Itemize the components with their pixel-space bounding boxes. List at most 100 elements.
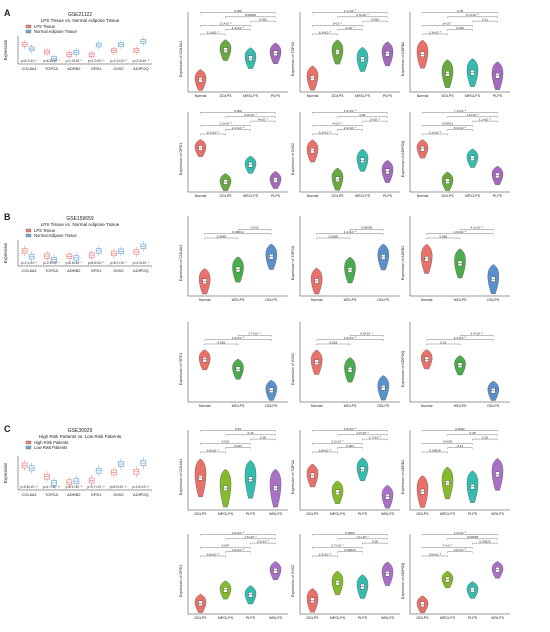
dataset-title-B: GSE159659 — [66, 216, 93, 222]
significance-bracket — [472, 20, 498, 23]
significance-bracket — [447, 29, 473, 31]
violin-chart: Expression of ADIPOQ DDLPS MRCLPS PLPS WDLPS… — [401, 531, 510, 620]
significance-bracket — [447, 551, 473, 553]
bracket-pvalue: 6.5×10⁻⁴ — [207, 448, 220, 452]
x-tick-label: COL6A1 — [21, 492, 37, 497]
x-tick-label: DDLPS — [332, 194, 345, 198]
legend-swatch — [25, 233, 32, 238]
x-tick-label: ADIPOQ — [133, 66, 149, 71]
x-tick-label: ADRB2 — [67, 66, 81, 71]
bracket-pvalue: 8.4×10⁻⁸ — [454, 126, 467, 130]
significance-bracket — [204, 343, 239, 346]
violin-chart: Expression of TOP2A Normal DDLPS MRCLPS PLPS… — [291, 9, 400, 98]
significance-bracket — [422, 33, 448, 36]
x-tick-label: WDLPS — [269, 616, 282, 620]
significance-bracket — [426, 339, 494, 341]
significance-bracket — [472, 542, 498, 545]
significance-bracket — [447, 129, 473, 131]
x-tick-label: DDLPS — [265, 298, 278, 302]
bracket-pvalue: 3.1×10⁻⁸ — [429, 130, 442, 134]
bracket-pvalue: 0.0095 — [329, 234, 339, 238]
significance-bracket — [225, 538, 276, 540]
significance-bracket — [225, 16, 276, 18]
x-tick-label: PLPS — [358, 616, 368, 620]
significance-bracket — [200, 125, 251, 127]
x-tick-label: Normal — [311, 404, 323, 408]
x-tick-label: G0S2 — [113, 66, 124, 71]
significance-bracket — [337, 434, 388, 436]
bracket-pvalue: 0.0048 — [217, 234, 227, 238]
x-tick-label: GPD1 — [91, 492, 103, 497]
significance-bracket — [447, 538, 498, 540]
significance-bracket — [200, 112, 276, 114]
x-tick-label: DDLPS — [220, 94, 233, 98]
bracket-pvalue: 3.8×10⁻⁵ — [429, 552, 442, 556]
x-tick-label: WDLPS — [381, 512, 394, 516]
significance-bracket — [362, 120, 388, 123]
significance-bracket — [200, 133, 226, 136]
y-axis-label: Expression of G0S2 — [291, 143, 295, 175]
significance-bracket — [349, 335, 384, 337]
bracket-pvalue: 1.9×10⁻⁵ — [344, 336, 357, 340]
x-tick-label: PLPS — [468, 616, 478, 620]
y-axis-label: Expression — [3, 242, 8, 263]
bracket-pvalue: 0.033 — [329, 340, 337, 344]
comparison-title-A: LPS Tissue vs. Normal Adipose Tissue — [41, 18, 120, 23]
significance-bracket — [250, 542, 276, 545]
legend-swatch — [25, 445, 32, 450]
violin-chart: Expression of ADRB2 Normal WDLPS DDLPS 0.086… — [401, 216, 510, 302]
significance-bracket — [200, 33, 226, 36]
x-tick-label: WDLPS — [454, 298, 467, 302]
bracket-pvalue: 1.4×10⁻⁵ — [232, 26, 245, 30]
dataset-title-C: GSE30929 — [68, 428, 93, 434]
x-tick-label: G0S2 — [113, 268, 124, 273]
significance-bracket — [426, 343, 461, 346]
significance-bracket — [422, 430, 498, 432]
x-tick-label: Normal — [311, 298, 323, 302]
significance-bracket — [447, 447, 473, 449]
legend-swatch — [25, 228, 32, 233]
bracket-pvalue: 1.5×10⁻⁵ — [244, 535, 257, 539]
x-tick-label: MRCLPS — [465, 94, 481, 98]
bracket-pvalue: 1.9×10⁻⁵ — [454, 230, 467, 234]
x-tick-label: TOP2A — [45, 492, 58, 497]
p-value-label: p=8.7×10⁻⁶ — [110, 261, 127, 265]
bracket-pvalue: 0.04 — [359, 113, 365, 117]
x-tick-label: DDLPS — [442, 94, 455, 98]
x-tick-label: MRCLPS — [218, 616, 234, 620]
bracket-pvalue: 0.00014 — [232, 230, 243, 234]
bracket-pvalue: 0.00031 — [442, 122, 453, 126]
significance-bracket — [312, 555, 338, 558]
significance-bracket — [426, 237, 461, 240]
y-axis-label: Expression of ADRB2 — [401, 460, 405, 495]
bracket-pvalue: 1.1×10⁻⁴ — [356, 535, 369, 539]
bracket-pvalue: 2.6×10⁻⁵ — [257, 539, 270, 543]
bracket-pvalue: 1.1×10⁻⁴ — [479, 117, 492, 121]
bracket-pvalue: 0.34 — [235, 427, 241, 431]
significance-bracket — [225, 29, 251, 31]
significance-bracket — [200, 443, 251, 445]
bracket-pvalue: 0.025 — [259, 17, 267, 21]
significance-bracket — [250, 438, 276, 441]
violin-chart: Expression of COL6A1 Normal WDLPS DDLPS 0.00… — [179, 216, 288, 302]
x-tick-label: PLPS — [246, 616, 256, 620]
p-value-label: p=4.7×10⁻¹⁰ — [43, 485, 61, 489]
bracket-pvalue: 3.4×10⁻⁸ — [232, 531, 245, 535]
y-axis-label: Expression of ADIPOQ — [401, 141, 405, 178]
significance-bracket — [362, 542, 388, 545]
y-axis-label: Expression of COL6A1 — [179, 459, 183, 496]
y-axis-label: Expression of G0S2 — [291, 565, 295, 597]
significance-bracket — [337, 116, 388, 118]
bracket-pvalue: 1.2×10⁻⁸ — [454, 531, 467, 535]
bracket-pvalue: 0.00025 — [479, 539, 490, 543]
significance-bracket — [312, 430, 388, 432]
bracket-pvalue: 2.8×10⁻⁵ — [319, 448, 332, 452]
legend-swatch — [25, 440, 32, 445]
y-axis-label: Expression of ADIPOQ — [401, 563, 405, 600]
x-tick-label: Normal — [417, 194, 429, 198]
y-axis-label: Expression of COL6A1 — [179, 245, 183, 282]
x-tick-label: GPD1 — [91, 66, 103, 71]
x-tick-label: WDLPS — [454, 404, 467, 408]
bracket-pvalue: 0.78 — [457, 9, 463, 13]
bracket-pvalue: 8.4×10⁻⁵ — [466, 13, 479, 17]
